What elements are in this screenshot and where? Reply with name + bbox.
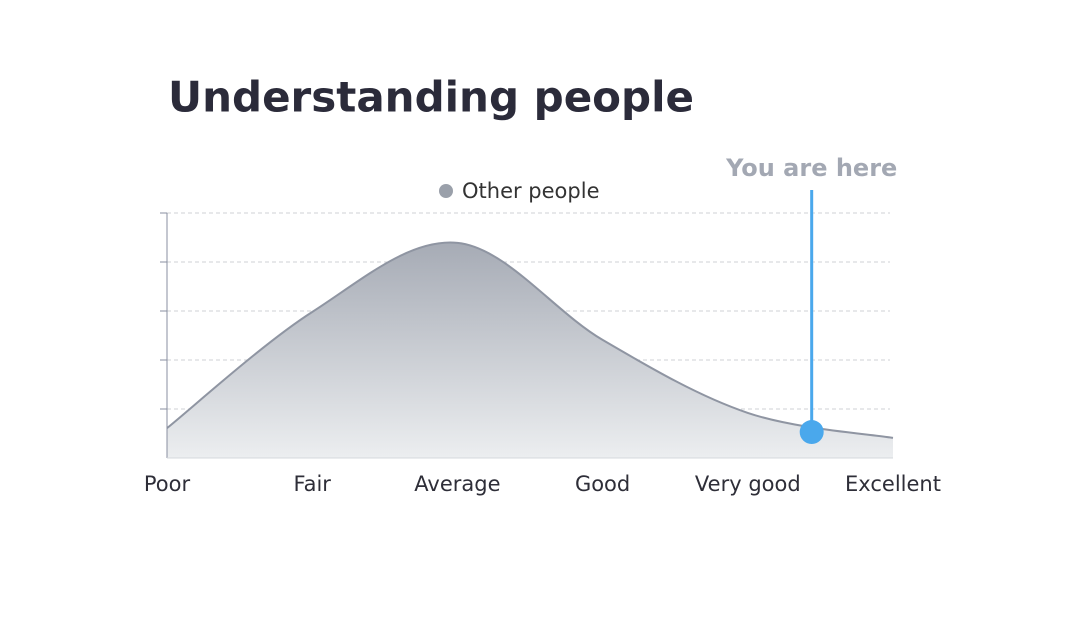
x-tick-label: Average (414, 472, 500, 496)
x-tick-label: Poor (144, 472, 191, 496)
legend-swatch (439, 184, 453, 198)
x-tick-label: Very good (695, 472, 801, 496)
area (167, 242, 893, 458)
legend-label: Other people (462, 179, 599, 203)
x-tick-label: Good (575, 472, 630, 496)
x-tick-label: Fair (293, 472, 331, 496)
marker-dot (799, 420, 824, 445)
x-tick-label: Excellent (845, 472, 941, 496)
area-line (166, 241, 894, 439)
chart-title: Understanding people (168, 73, 694, 122)
marker-label: You are here (725, 154, 897, 182)
